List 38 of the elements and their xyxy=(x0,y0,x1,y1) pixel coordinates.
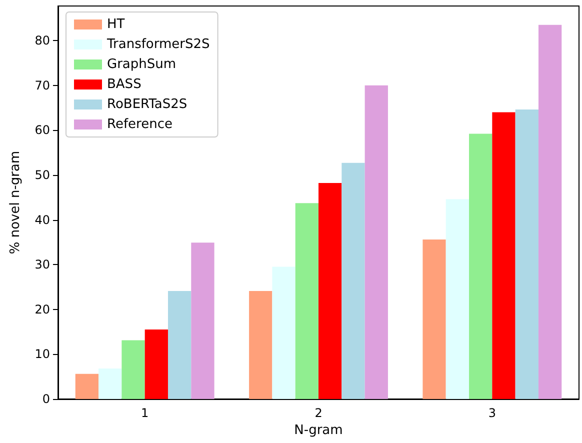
legend-label: Reference xyxy=(107,117,172,132)
bar xyxy=(272,266,296,399)
x-tick-label: 3 xyxy=(488,406,496,420)
bar xyxy=(249,291,272,399)
y-tick-label: 0 xyxy=(42,392,50,406)
bar xyxy=(538,24,562,399)
x-axis-title: N-gram xyxy=(294,422,343,438)
y-tick-label: 30 xyxy=(34,258,50,272)
y-tick-label: 10 xyxy=(34,347,50,362)
legend-label: HT xyxy=(107,17,125,32)
bar xyxy=(492,112,516,399)
y-tick-label: 60 xyxy=(34,123,50,138)
bar xyxy=(98,368,122,399)
bar xyxy=(318,183,342,399)
bar xyxy=(422,239,446,399)
bar xyxy=(75,374,99,399)
bar xyxy=(469,134,492,399)
y-tick-label: 70 xyxy=(34,78,50,92)
bar xyxy=(446,199,470,399)
bar xyxy=(168,291,192,399)
y-tick-label: 80 xyxy=(34,34,50,48)
legend-label: GraphSum xyxy=(107,57,176,72)
bar xyxy=(144,330,168,399)
y-tick-label: 50 xyxy=(34,168,50,182)
bar xyxy=(364,85,388,399)
bar xyxy=(122,340,145,399)
bar xyxy=(342,162,365,399)
x-tick-label: 1 xyxy=(141,406,149,420)
bar xyxy=(515,110,538,399)
y-tick-label: 40 xyxy=(34,212,50,227)
legend-label: BASS xyxy=(107,77,142,92)
legend-label: RoBERTaS2S xyxy=(107,97,188,112)
bar xyxy=(191,242,214,399)
x-tick-label: 2 xyxy=(314,406,322,420)
y-tick-label: 20 xyxy=(34,302,50,316)
legend-label: TransformerS2S xyxy=(106,37,210,52)
y-axis-title: % novel n-gram xyxy=(8,150,23,254)
bar xyxy=(295,203,318,399)
